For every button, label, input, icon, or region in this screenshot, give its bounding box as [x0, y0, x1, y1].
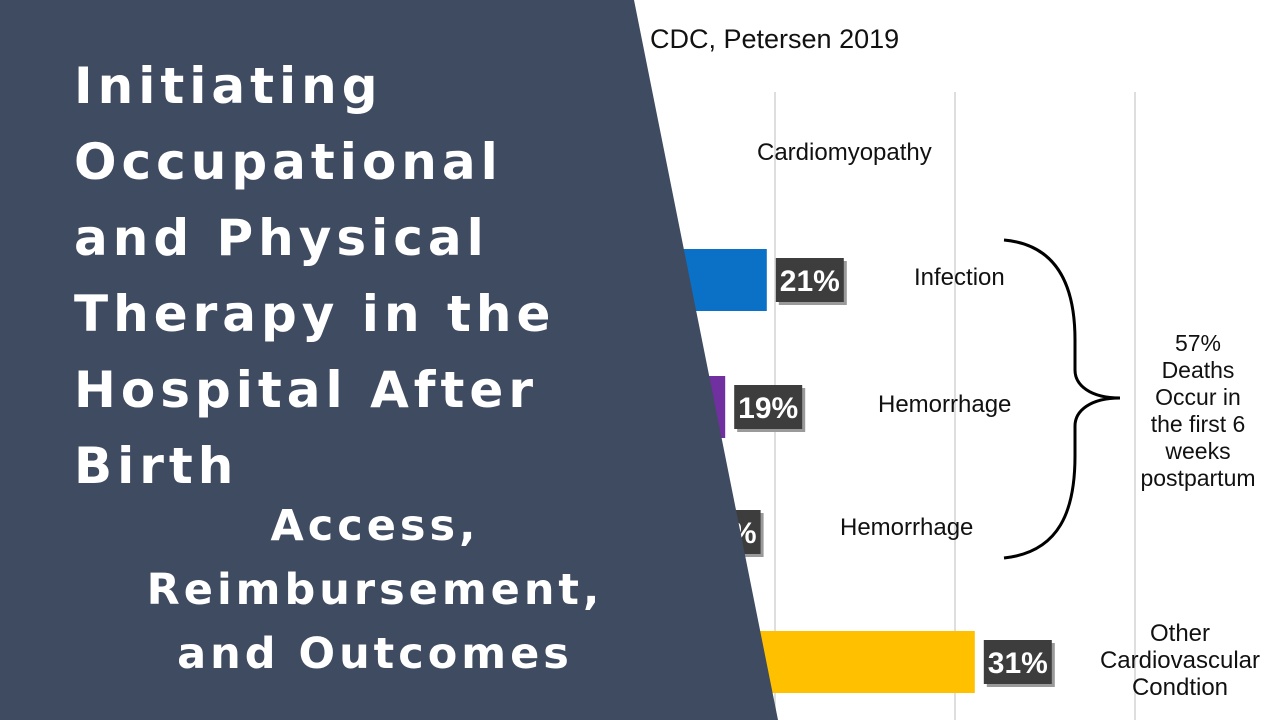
subtitle-line: Access,: [270, 501, 480, 551]
postpartum-annotation: 57% Deaths Occur in the first 6 weeks po…: [1118, 330, 1278, 492]
annotation-line: postpartum: [1140, 465, 1256, 491]
value-badge: [775, 258, 844, 302]
annotation-line: 57%: [1174, 330, 1222, 356]
annotation-line: Deaths: [1161, 357, 1235, 383]
category-label-hemorrhage-1: Hemorrhage: [878, 391, 1012, 418]
value-badge: [983, 640, 1052, 684]
category-label-other-cardiovascular: Other Cardiovascular Condtion: [1082, 620, 1278, 701]
value-badge: [734, 385, 803, 429]
other-label-line: Cardiovascular: [1099, 647, 1261, 674]
category-label-hemorrhage-2: Hemorrhage: [840, 514, 974, 541]
title-line: Hospital After: [74, 361, 538, 419]
other-label-line: Other: [1149, 620, 1211, 647]
chart-source: CDC, Petersen 2019: [650, 24, 900, 54]
title-line: Initiating: [74, 57, 383, 115]
slide-title: Initiating Occupational and Physical The…: [74, 48, 555, 504]
subtitle-line: Reimbursement,: [146, 565, 604, 615]
annotation-line: Occur in: [1155, 384, 1241, 410]
title-line: Therapy in the: [74, 285, 556, 343]
category-label-infection: Infection: [914, 264, 1005, 291]
title-line: Occupational: [74, 133, 503, 191]
category-label-cardiomyopathy: Cardiomyopathy: [757, 139, 932, 166]
other-label-line: Condtion: [1131, 674, 1229, 701]
title-line: Birth: [74, 437, 239, 495]
value-label: 31%: [988, 647, 1048, 680]
annotation-line: weeks: [1165, 438, 1231, 464]
title-line: and Physical: [74, 209, 489, 267]
value-label: 19%: [738, 392, 798, 425]
value-label: 21%: [780, 265, 840, 298]
brace: [1003, 238, 1121, 560]
annotation-line: the first 6: [1150, 411, 1246, 437]
slide-subtitle: Access, Reimbursement, and Outcomes: [0, 494, 750, 686]
subtitle-line: and Outcomes: [177, 629, 573, 679]
